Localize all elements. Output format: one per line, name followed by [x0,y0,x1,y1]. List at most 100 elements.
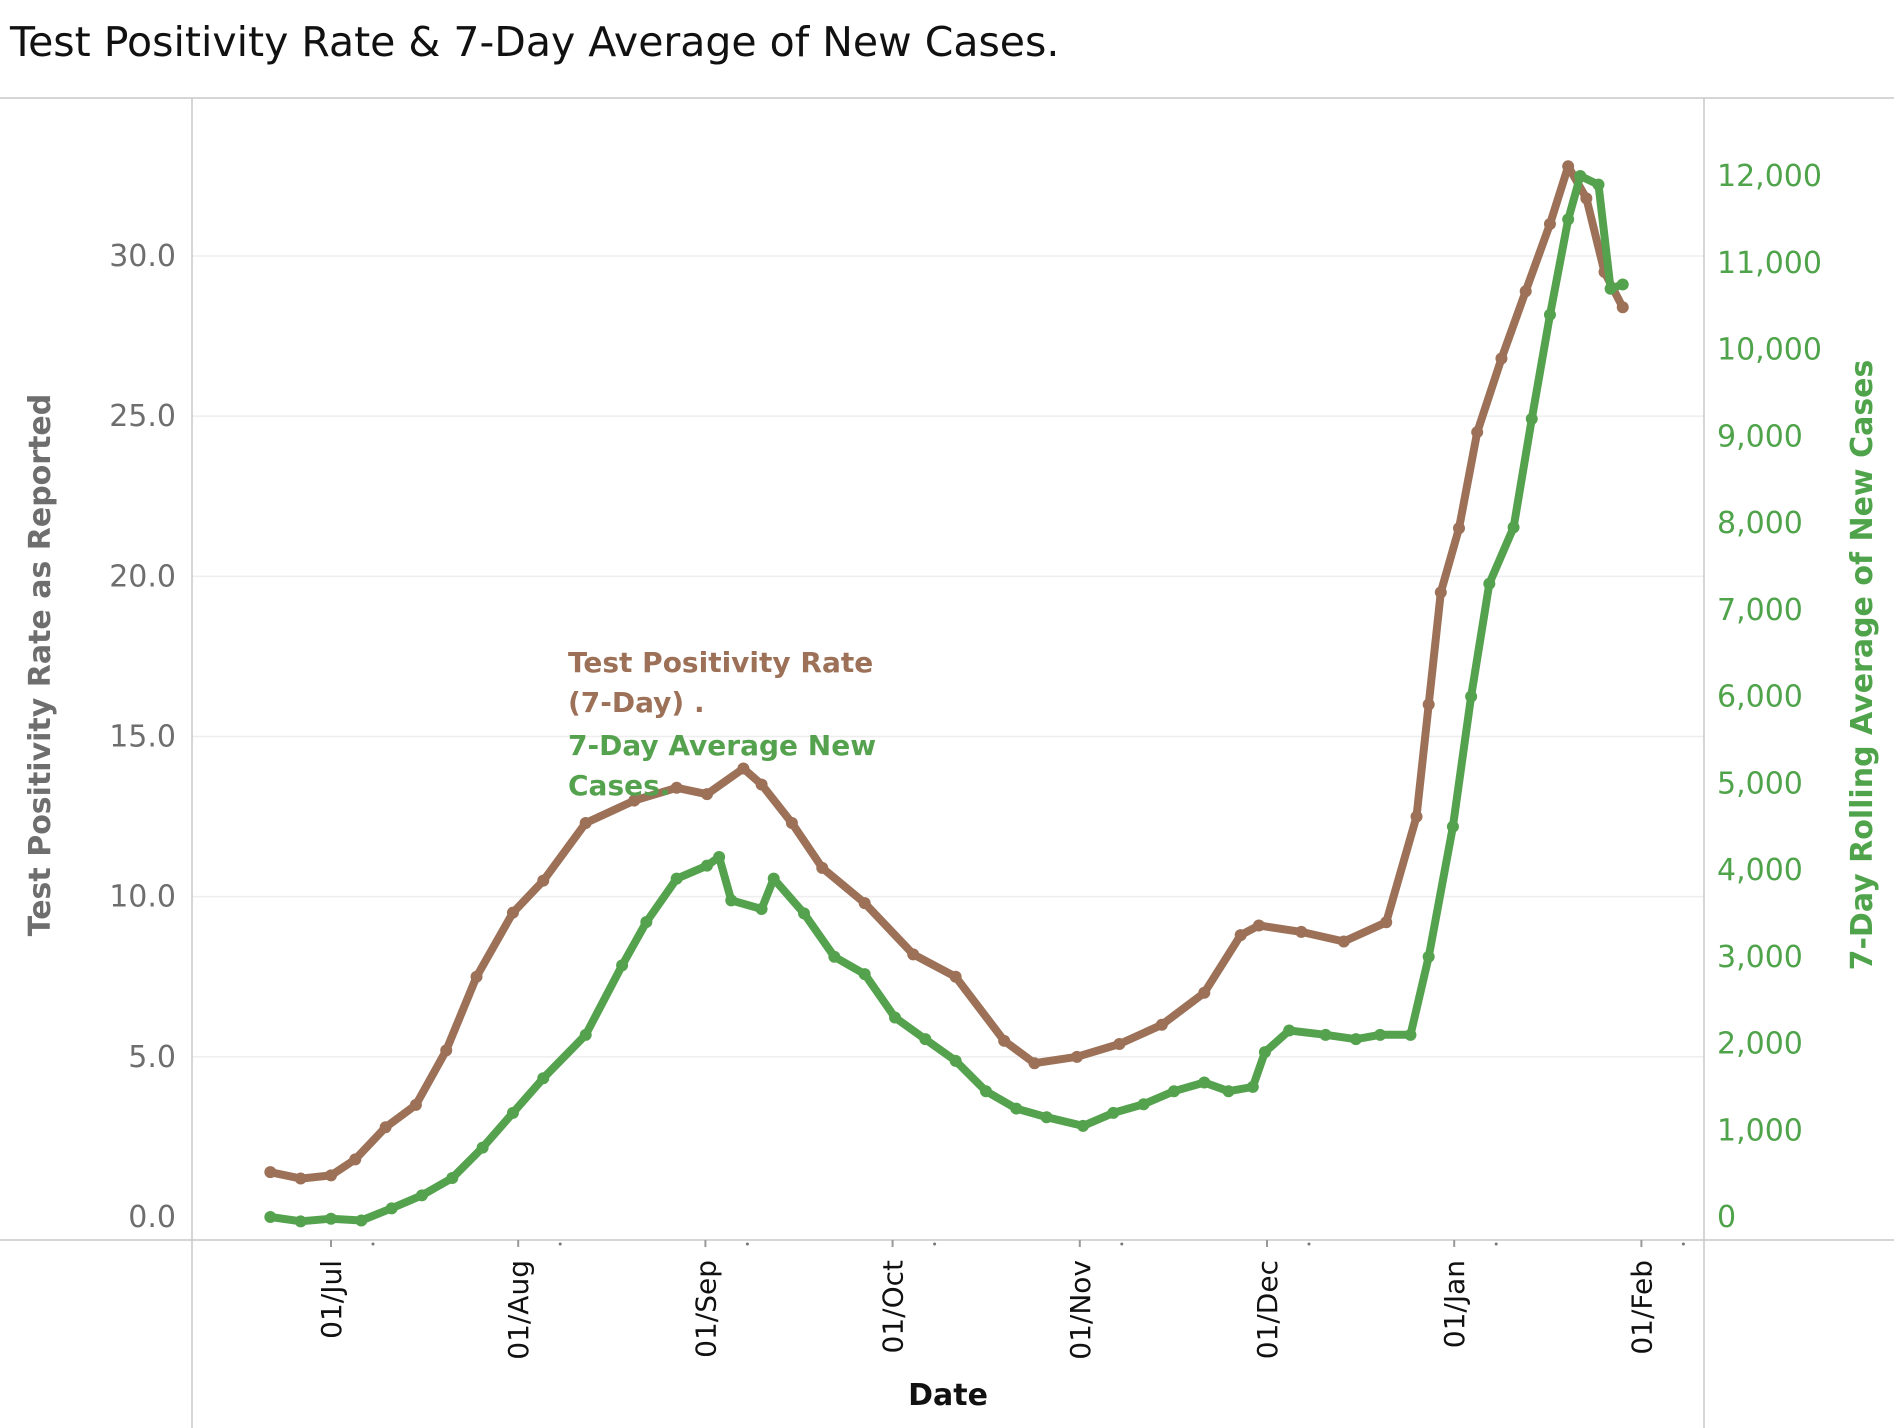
positivity-series-point [785,816,798,829]
x-minor-tick [558,1242,562,1246]
positivity-series-point [379,1121,392,1134]
y-axis-title: Test Positivity Rate as Reported [23,394,58,937]
cases-series-point [1604,282,1617,295]
positivity-series-point [816,861,829,874]
chart-title: Test Positivity Rate & 7-Day Average of … [10,18,1060,66]
x-minor-tick [933,1242,937,1246]
positivity-series-point [701,788,713,801]
cases-series-point [446,1171,459,1184]
cases-series-point [798,907,811,920]
cases-series-point [1283,1024,1296,1037]
x-minor-tick [1307,1242,1311,1246]
positivity-series-point [1495,352,1508,365]
cases-series-point [767,872,780,885]
positivity-series-point [1616,301,1629,314]
y2-tick-label: 2,000 [1717,1027,1803,1062]
x-minor-tick [1494,1242,1498,1246]
cases-series-point [355,1214,368,1227]
legend-positivity-line2: (7-Day) . [568,686,705,719]
cases-series-point [670,872,683,885]
positivity-series-point [907,948,920,961]
positivity-series-point [1543,217,1556,230]
x-tick-label: 01/Aug [502,1260,535,1360]
y-tick-label: 25.0 [109,399,176,434]
cases-series-point [828,950,841,963]
cases-series-point [506,1106,519,1119]
cases-series-point [713,850,726,863]
positivity-series-point [1113,1038,1126,1051]
cases-series-point [1077,1119,1089,1132]
x-tick-label: 01/Jan [1438,1260,1471,1348]
y-tick-label: 5.0 [128,1040,176,1075]
positivity-series-point [440,1044,453,1057]
positivity-series-point [409,1098,422,1111]
positivity-series-point [628,794,641,807]
cases-series-point [537,1072,550,1085]
cases-series-point [1167,1085,1180,1098]
y2-tick-label: 9,000 [1717,419,1803,454]
cases-series-point [1483,577,1496,590]
cases-series-point [1319,1028,1332,1041]
positivity-series-point [737,762,750,775]
positivity-series-point [1410,810,1423,823]
positivity-series-point [349,1153,362,1166]
cases-series-point [385,1202,398,1215]
cases-series-point [1574,170,1587,182]
cases-series-point [1246,1080,1259,1093]
cases-series-point [1525,412,1538,425]
cases-series-point [476,1141,489,1154]
x-axis-title: Date [908,1378,988,1413]
x-minor-tick [745,1242,749,1246]
positivity-series-point [1453,522,1465,535]
x-tick-label: 01/Oct [877,1260,910,1353]
cases-series-point [889,1011,901,1024]
positivity-series-point [506,906,519,919]
cases-series-point [1258,1046,1271,1059]
y2-tick-label: 1,000 [1717,1113,1803,1148]
cases-series-point [1446,820,1459,833]
y2-tick-label: 0 [1717,1200,1736,1235]
cases-series-point [616,959,629,972]
y-tick-label: 0.0 [128,1200,176,1235]
y2-tick-label: 10,000 [1717,333,1822,368]
cases-series-point [1010,1102,1023,1115]
cases-series-point [1198,1076,1211,1089]
x-tick-label: 01/Jul [315,1260,348,1339]
cases-series-point [1422,950,1435,963]
positivity-series-point [579,816,592,829]
cases-series-point [1616,278,1629,291]
y2-tick-label: 7,000 [1717,593,1803,628]
cases-series-point [325,1212,337,1225]
y2-tick-label: 6,000 [1717,680,1803,715]
positivity-series-point [1434,586,1447,599]
x-tick-label: 01/Sep [689,1260,722,1358]
x-tick-label: 01/Feb [1625,1260,1658,1355]
cases-series-point [919,1033,932,1046]
positivity-series-point [1562,160,1575,173]
positivity-series-line [266,162,1627,1183]
y2-axis-title: 7-Day Rolling Average of New Cases [1845,360,1880,971]
positivity-series-point [325,1169,337,1182]
positivity-series-point [1471,426,1484,439]
positivity-series-point [755,778,768,791]
x-minor-tick [1681,1242,1685,1246]
positivity-series-point [1295,925,1308,938]
cases-series-point [1592,178,1605,191]
cases-series-point [294,1215,307,1228]
positivity-series-point [1028,1057,1041,1070]
cases-series-line [266,172,1627,1226]
cases-series-point [1137,1098,1150,1111]
positivity-series-point [1198,986,1211,999]
positivity-series-point [1155,1018,1168,1031]
cases-series-point [1507,521,1520,534]
legend-positivity-line1: Test Positivity Rate [568,646,873,679]
legend-cases-line2: Cases. [568,769,670,802]
y-tick-label: 20.0 [109,559,176,594]
positivity-series-point [294,1172,307,1185]
cases-series-point [725,894,738,907]
positivity-series-point [670,781,683,794]
cases-series-point [579,1028,592,1041]
cases-series-point [1404,1028,1417,1041]
positivity-series-point [998,1034,1011,1047]
